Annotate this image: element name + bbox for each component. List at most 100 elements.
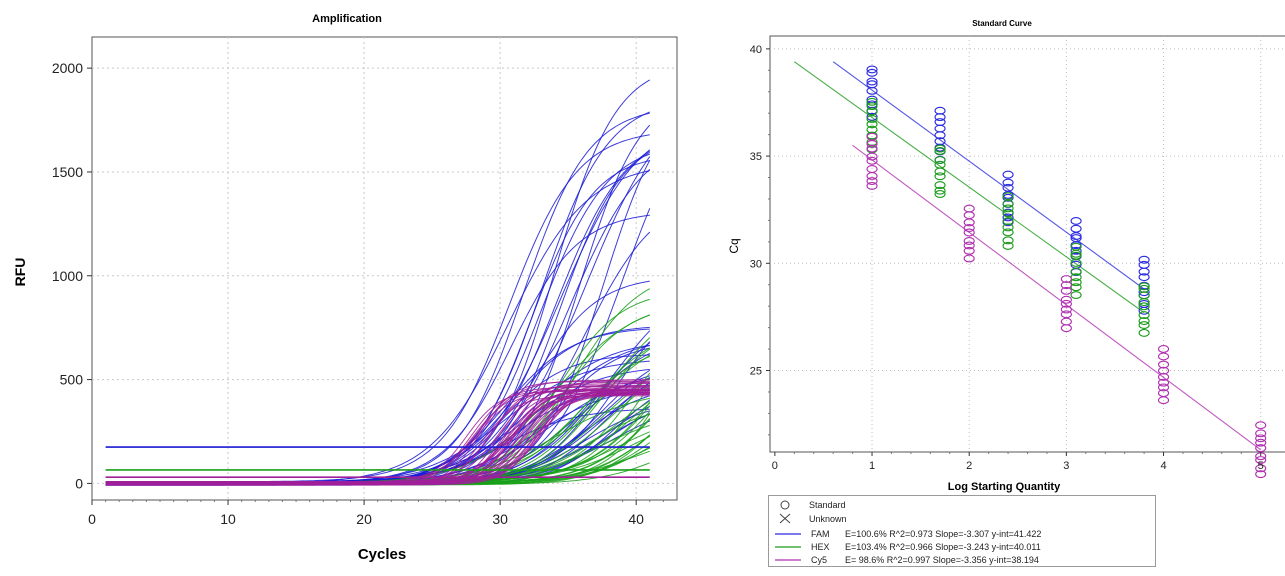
standard-curve-point-fam [1138,273,1150,282]
amplification-curves [105,79,651,486]
standard-curve-point-fam [866,80,878,89]
standard-curve-y-axis-label: Cq [727,238,741,253]
amplification-thresholds [105,446,650,478]
standard-curve-point-fam [1070,234,1082,243]
amplification-y-tick-label: 0 [75,475,83,491]
standard-curve-x-tick-label: 2 [966,460,972,472]
standard-curve-point-cy5 [963,241,975,250]
standard-curve-plot-area [769,35,1285,453]
amplification-x-tick-label: 10 [220,511,236,527]
standard-curve-point-cy5 [1060,295,1072,304]
legend-cy5-name: Cy5 [811,555,827,565]
standard-curve-point-hex [934,172,946,181]
standard-curve-point-cy5 [963,254,975,263]
standard-curve-point-hex [1138,284,1150,293]
standard-curve-point-hex [866,120,878,129]
standard-curve-legend: Standard Unknown FAM E=100.6% R^2=0.973 … [768,495,1156,567]
standard-curve-point-hex [934,156,946,164]
standard-curve-point-cy5 [1060,286,1072,295]
standard-curve-point-hex [1138,282,1150,291]
standard-curve-point-cy5 [866,165,878,173]
standard-curve-x-tick-label: 5 [1258,460,1264,472]
legend-fam-stats: E=100.6% R^2=0.973 Slope=-3.307 y-int=41… [845,529,1041,539]
standard-curve-point-fam [1138,255,1150,264]
standard-curve-point-cy5 [866,156,878,165]
standard-curve-point-cy5 [866,132,878,141]
standard-curve-point-cy5 [866,144,878,153]
standard-curve-point-fam [866,77,878,86]
standard-curve-point-fam [934,118,946,126]
legend-hex-stats: E=103.4% R^2=0.966 Slope=-3.243 y-int=40… [845,542,1041,552]
standard-curve-point-hex [1002,204,1014,213]
standard-curve-point-cy5 [866,177,878,185]
standard-curve-point-hex [866,102,878,111]
standard-curve-point-cy5 [1157,366,1170,375]
standard-curve-point-fam [1002,213,1014,222]
amplification-grid [92,37,677,500]
standard-curve-fit-hex [793,61,1145,314]
standard-curve-y-tick-label: 25 [750,366,762,378]
standard-curve-point-hex [1138,321,1150,330]
standard-curve-point-cy5 [963,228,975,237]
standard-curve-point-cy5 [1255,434,1267,443]
standard-curve-point-hex [934,144,946,153]
standard-curve-point-hex [866,107,878,116]
standard-curve-y-tick-label: 30 [750,258,762,270]
amplification-curve-cy5 [105,385,650,484]
standard-curve-point-hex [1002,217,1014,226]
standard-curve-fit-fam [832,61,1145,290]
standard-curve-point-fam [1070,216,1082,225]
amplification-x-tick-label: 30 [492,511,508,527]
standard-curve-point-fam [1002,178,1014,187]
amplification-curve-cy5 [105,395,650,485]
amplification-x-tick-label: 0 [88,511,96,527]
standard-curve-point-fam [866,65,878,74]
standard-curve-point-hex [1070,242,1082,251]
standard-curve-point-hex [934,186,946,195]
standard-curve-point-cy5 [1255,444,1267,453]
standard-curve-x-tick-label: 1 [869,460,875,472]
standard-curve-point-fam [1138,300,1150,308]
standard-curve-points [866,65,1267,479]
standard-curve-point-cy5 [1060,275,1072,283]
amplification-x-tick-label: 40 [628,511,644,527]
standard-curve-chart: 0 1 2 3 4 5 25 30 35 40 Standard Curve Log Starti… [727,19,1285,493]
standard-curve-point-hex [1070,251,1082,260]
amplification-y-tick-label: 1000 [52,268,83,284]
standard-curve-point-hex [1070,278,1082,287]
standard-curve-fit-lines [793,61,1262,451]
amplification-curve-cy5 [105,380,650,486]
standard-curve-y-tick-label: 35 [750,151,762,163]
standard-curve-point-hex [1002,236,1014,245]
standard-curve-point-hex [866,115,878,123]
standard-curve-point-cy5 [1060,305,1072,314]
standard-curve-point-cy5 [1255,464,1267,473]
standard-curve-point-cy5 [866,181,878,190]
standard-curve-point-hex [1002,241,1014,250]
standard-curve-point-hex [1070,267,1082,276]
standard-curve-point-fam [1070,224,1082,233]
legend-unknown-cross-icon [779,513,791,524]
standard-curve-axes: 0 1 2 3 4 5 25 30 35 40 [750,44,1264,472]
standard-curve-point-cy5 [1255,456,1267,464]
standard-curve-fit-cy5 [852,144,1262,451]
standard-curve-point-cy5 [963,246,975,255]
standard-curve-point-cy5 [1157,389,1170,398]
standard-curve-point-cy5 [1157,360,1170,369]
standard-curve-point-hex [866,97,878,106]
standard-curve-point-fam [1002,170,1014,179]
standard-curve-x-tick-label: 0 [772,460,778,472]
standard-curve-point-cy5 [1060,299,1072,308]
standard-curve-point-cy5 [1060,281,1072,290]
amplification-title: Amplification [312,13,382,25]
standard-curve-x-axis-label: Log Starting Quantity [948,481,1061,493]
standard-curve-point-cy5 [1157,378,1170,387]
standard-curve-point-fam [1070,232,1082,241]
standard-curve-point-fam [866,68,878,77]
standard-curve-point-hex [934,147,946,155]
standard-curve-point-cy5 [963,237,975,245]
standard-curve-point-hex [934,181,946,190]
amplification-y-tick-label: 500 [60,372,84,388]
